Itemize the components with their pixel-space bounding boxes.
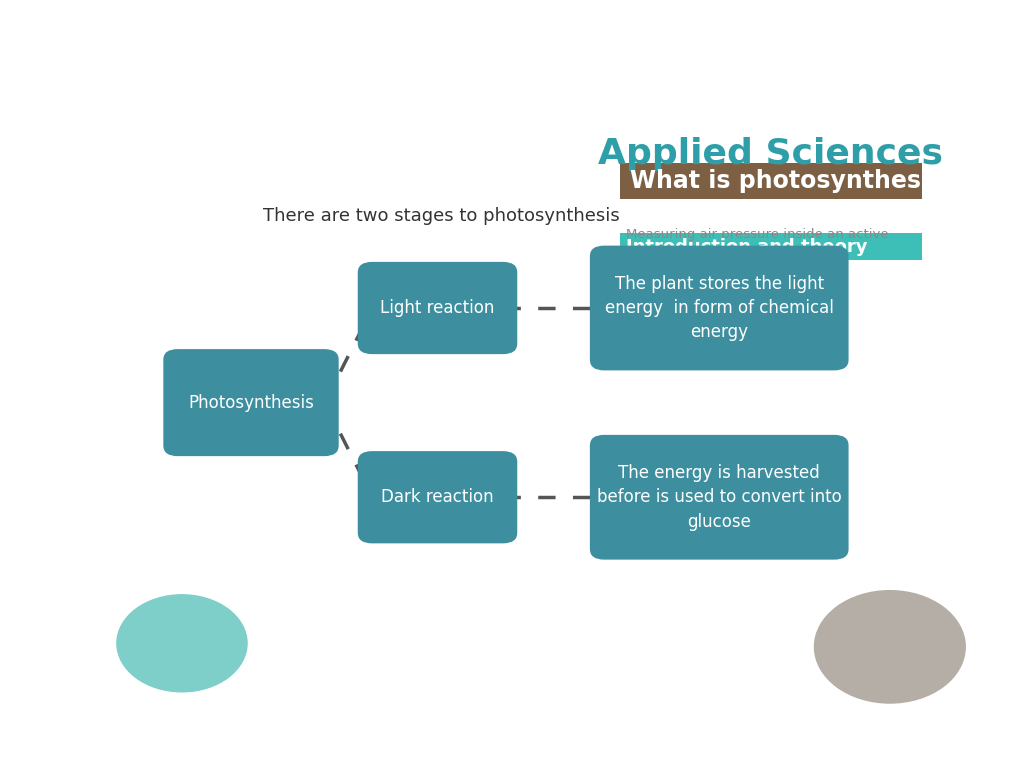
Text: What is photosynthesis?: What is photosynthesis? [630,169,956,193]
FancyBboxPatch shape [620,163,922,199]
Text: The energy is harvested
before is used to convert into
glucose: The energy is harvested before is used t… [597,464,842,531]
FancyBboxPatch shape [590,435,849,560]
Text: Light reaction: Light reaction [380,299,495,317]
Text: The plant stores the light
energy  in form of chemical
energy: The plant stores the light energy in for… [605,275,834,341]
Text: Applied Sciences: Applied Sciences [598,137,943,171]
FancyBboxPatch shape [357,451,517,544]
FancyBboxPatch shape [357,262,517,354]
Text: Dark reaction: Dark reaction [381,488,494,506]
Text: Measuring air pressure inside an active
photosynthetic system: Measuring air pressure inside an active … [627,228,889,259]
Text: There are two stages to photosynthesis: There are two stages to photosynthesis [263,207,620,225]
FancyBboxPatch shape [163,349,339,456]
Text: Introduction and theory: Introduction and theory [627,238,868,256]
Text: Photosynthesis: Photosynthesis [188,394,314,412]
Circle shape [814,591,966,703]
FancyBboxPatch shape [620,233,922,260]
FancyBboxPatch shape [590,246,849,370]
Circle shape [117,594,247,692]
